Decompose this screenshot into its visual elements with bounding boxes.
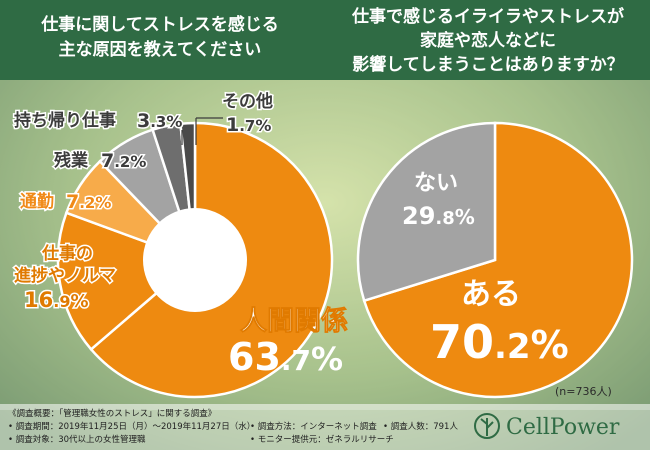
footer-band xyxy=(0,404,650,450)
label-take-home-work: 持ち帰り仕事 xyxy=(14,110,116,131)
leaf-icon-stem xyxy=(480,418,494,436)
cellpower-logo: CellPower xyxy=(474,413,620,440)
value-no: 29.8% xyxy=(402,202,475,230)
label-other: その他 xyxy=(222,91,273,112)
value-progress: 16.9% xyxy=(24,288,89,312)
pie-slice-1 xyxy=(362,121,634,399)
value-other: 1.7% xyxy=(226,114,271,136)
survey-summary: 《調査概要：「管理職女性のストレス」に関する調査》 xyxy=(8,408,216,419)
donut-hole xyxy=(143,208,247,312)
header-band xyxy=(0,0,650,80)
label-overtime: 残業 xyxy=(54,150,88,171)
right-title-line3: 影響してしまうことはありますか？ xyxy=(352,54,624,75)
label-progress-line2: 進捗やノルマ xyxy=(14,265,116,286)
label-no: ない xyxy=(414,171,458,196)
label-commute: 通勤 xyxy=(20,192,54,212)
left-title-line2: 主な原因を教えてください xyxy=(59,39,262,60)
value-human-relations: 63.7% xyxy=(228,335,343,379)
survey-method: • 調査方法：インターネット調査 xyxy=(250,421,377,432)
pie-chart xyxy=(356,121,634,399)
value-yes: 70.2% xyxy=(430,315,569,369)
label-human-relations: 人間関係 xyxy=(240,306,348,337)
right-title-line1: 仕事で感じるイライラやストレスが xyxy=(351,6,624,27)
label-progress-line1: 仕事の xyxy=(41,243,93,264)
value-overtime: 7.2% xyxy=(101,150,146,172)
survey-target: • 調査対象：30代以上の女性管理職 xyxy=(8,434,146,445)
leaf-icon xyxy=(474,413,500,439)
left-title-line1: 仕事に関してストレスを感じる xyxy=(40,14,279,35)
survey-respondents: • 調査人数：791人 xyxy=(383,421,458,432)
label-yes: ある xyxy=(461,277,521,312)
survey-provider: • モニター提供元：ゼネラルリサーチ xyxy=(250,434,394,445)
right-title-line2: 家庭や恋人などに xyxy=(420,30,556,51)
sample-size-note: (n=736人) xyxy=(555,385,612,398)
value-take-home-work: 3.3% xyxy=(137,110,182,132)
value-commute: 7.2% xyxy=(66,191,111,213)
pie-slice-2 xyxy=(356,121,497,303)
brand-name: CellPower xyxy=(506,415,620,440)
survey-period: • 調査期間：2019年11月25日（月）〜2019年11月27日（水） xyxy=(8,421,255,432)
donut-slice-2 xyxy=(56,211,198,352)
